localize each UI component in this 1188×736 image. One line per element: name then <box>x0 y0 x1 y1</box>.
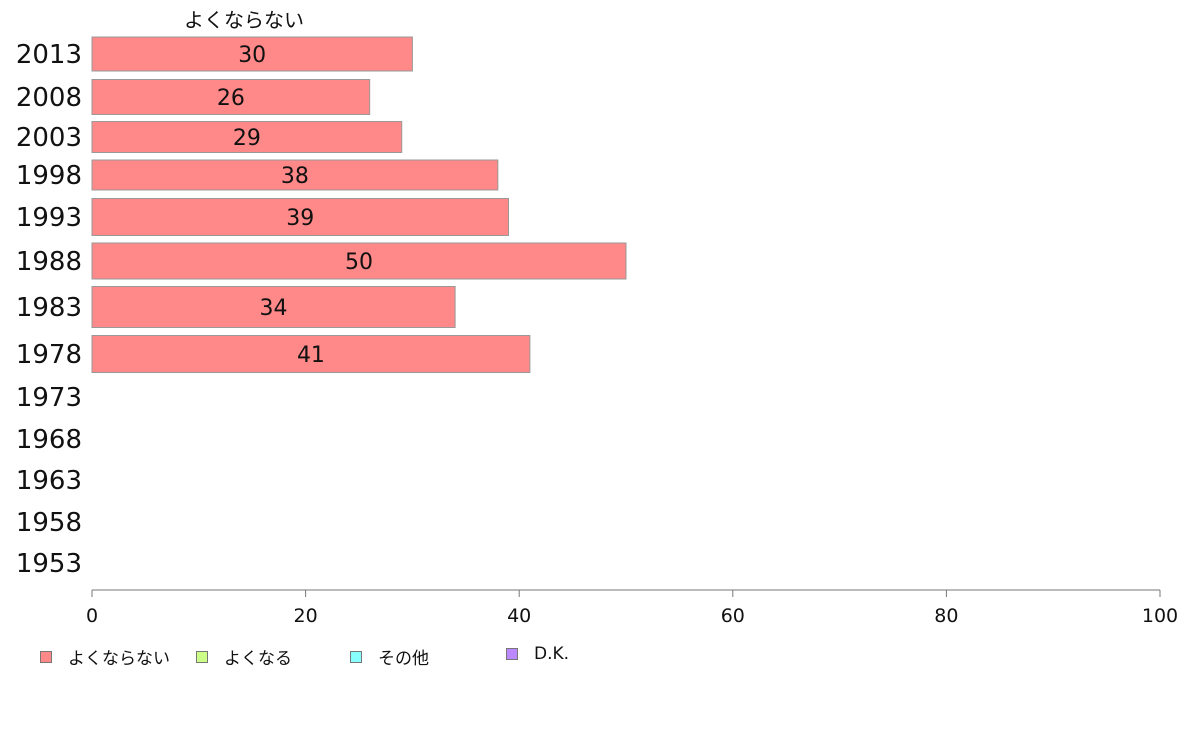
bar <box>91 335 531 373</box>
legend-label: その他 <box>378 649 429 669</box>
y-tick-label: 1953 <box>16 549 82 579</box>
x-tick-label: 100 <box>1142 605 1178 627</box>
y-tick-label: 1963 <box>16 466 82 496</box>
y-tick-label: 1968 <box>16 425 82 455</box>
y-tick-label: 2008 <box>16 83 82 113</box>
x-tick-label: 0 <box>86 605 98 627</box>
data-label: 39 <box>286 206 314 231</box>
data-label: 26 <box>217 86 245 111</box>
legend-swatch <box>350 650 362 663</box>
bar <box>91 286 456 328</box>
x-tick-label: 40 <box>507 605 531 627</box>
y-tick-label: 1978 <box>16 340 82 370</box>
y-tick-label: 1993 <box>16 203 82 233</box>
y-tick-label: 1983 <box>16 293 82 323</box>
data-label: 34 <box>260 296 288 321</box>
bar <box>91 242 627 280</box>
data-label: 38 <box>281 164 309 189</box>
data-label: 30 <box>238 43 266 68</box>
bar-chart: 2013 30 2008 26 2003 29 1998 38 1993 39 1988 50 1983… <box>16 36 1178 627</box>
y-tick-label: 1973 <box>16 383 82 413</box>
bar <box>91 79 371 115</box>
legend-item-1: よくなる <box>196 644 292 669</box>
bar <box>91 36 413 72</box>
legend-item-2: その他 <box>350 644 429 669</box>
data-label: 29 <box>233 126 261 151</box>
bar <box>91 198 510 236</box>
legend-item-3: D.K. <box>506 644 569 664</box>
data-label: 41 <box>297 343 325 368</box>
legend-swatch <box>506 648 518 660</box>
series-title: よくならない <box>184 8 304 32</box>
x-tick-label: 20 <box>294 605 318 627</box>
legend-swatch <box>40 650 52 663</box>
y-tick-label: 2003 <box>16 123 82 153</box>
legend-label: よくならない <box>68 649 170 669</box>
legend-item-0: よくならない <box>40 644 170 669</box>
x-tick-label: 80 <box>934 605 958 627</box>
x-tick-label: 60 <box>721 605 745 627</box>
y-tick-label: 1958 <box>16 508 82 538</box>
bar <box>91 159 499 191</box>
legend-label: D.K. <box>534 644 570 664</box>
y-tick-label: 2013 <box>16 40 82 70</box>
legend-label: よくなる <box>224 649 292 669</box>
legend-swatch <box>196 650 208 663</box>
bar <box>91 121 403 153</box>
y-tick-label: 1998 <box>16 161 82 191</box>
data-label: 50 <box>345 250 373 275</box>
y-tick-label: 1988 <box>16 247 82 277</box>
